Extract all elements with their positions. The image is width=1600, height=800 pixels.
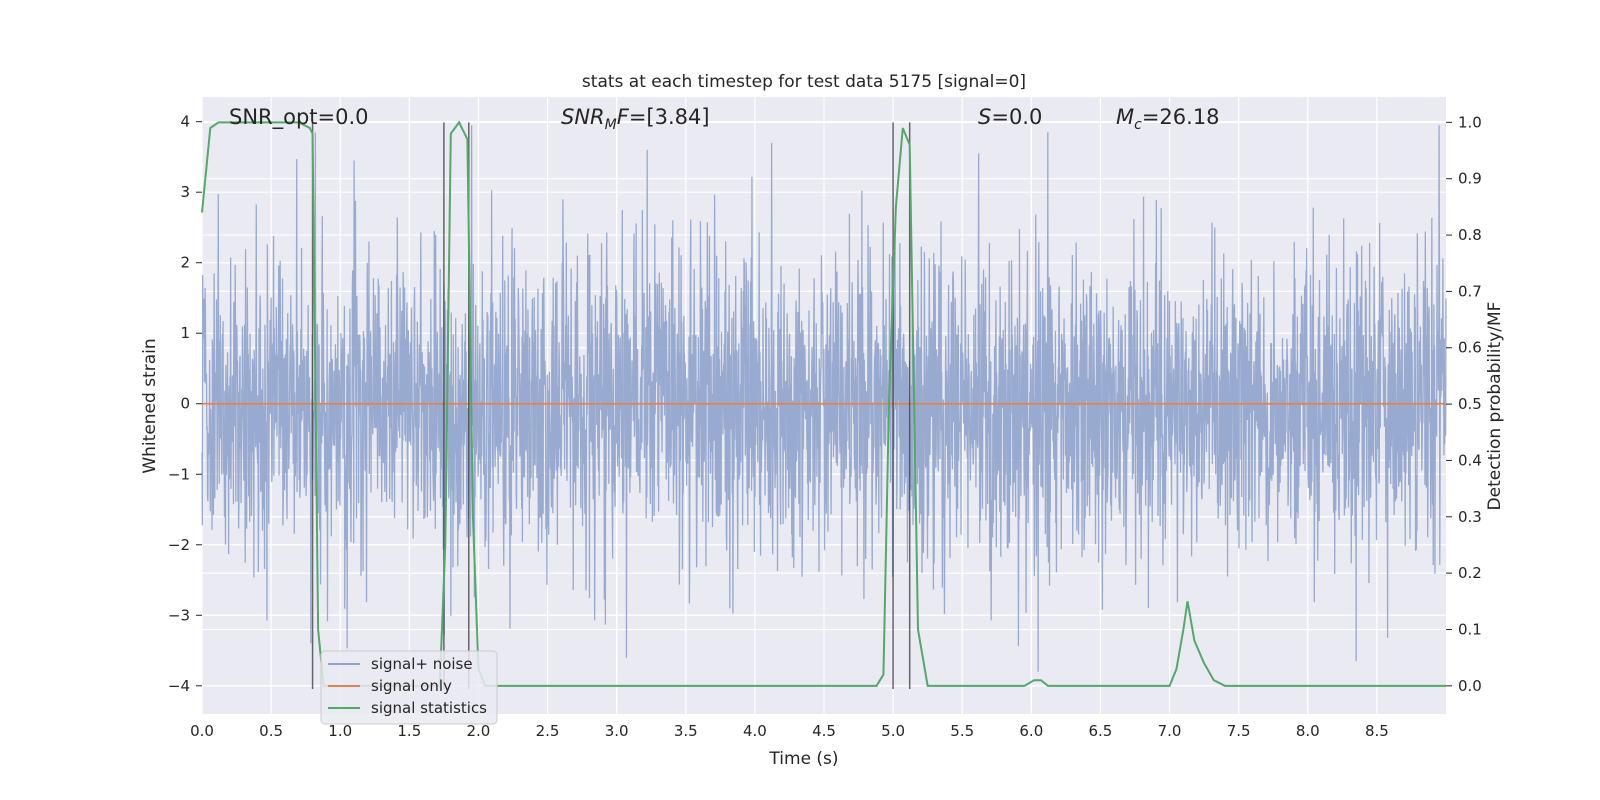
legend: signal+ noise signal only signal statist… — [320, 650, 498, 725]
chart-title: stats at each timestep for test data 517… — [582, 72, 1026, 92]
x-tick-label: 0.5 — [259, 722, 283, 740]
x-tick-label: 5.0 — [881, 722, 905, 740]
legend-box — [320, 650, 498, 725]
y2-tick-label: 0.5 — [1458, 395, 1482, 413]
x-tick-label: 3.5 — [674, 722, 698, 740]
x-tick-label: 8.5 — [1365, 722, 1389, 740]
legend-label-stats: signal statistics — [371, 699, 487, 717]
x-tick-label: 2.5 — [536, 722, 560, 740]
y2-ticks: 1.0 0.9 0.8 0.7 0.6 0.5 0.4 0.3 0.2 0.1 0.0 — [1446, 113, 1482, 695]
y2-tick-label: 0.6 — [1458, 339, 1482, 357]
noise-line — [201, 125, 1447, 672]
noise-series — [201, 125, 1447, 672]
x-tick-label: 0.0 — [190, 722, 214, 740]
x-tick-label: 7.5 — [1227, 722, 1251, 740]
x-tick-label: 8.0 — [1296, 722, 1320, 740]
y-tick-label: 4 — [180, 113, 190, 131]
annotation-s: S=0.0 — [978, 105, 1042, 129]
x-tick-label: 2.0 — [467, 722, 491, 740]
x-tick-label: 4.0 — [743, 722, 767, 740]
statistics-line — [201, 120, 1446, 687]
y2-tick-label: 0.4 — [1458, 451, 1482, 469]
y2-tick-label: 0.1 — [1458, 620, 1482, 638]
y2-tick-label: 0.9 — [1458, 170, 1482, 188]
y-tick-label: 0 — [180, 395, 190, 413]
legend-label-signal: signal only — [371, 677, 452, 695]
x-tick-label: 1.0 — [328, 722, 352, 740]
x-tick-label: 6.0 — [1019, 722, 1043, 740]
y-tick-label: −3 — [168, 606, 190, 624]
y-tick-label: −4 — [168, 677, 190, 695]
y2-tick-label: 0.8 — [1458, 226, 1482, 244]
annotation-snr-opt: SNR_opt=0.0 — [229, 105, 369, 130]
y2-tick-label: 0.7 — [1458, 282, 1482, 300]
x-tick-label: 5.5 — [950, 722, 974, 740]
y-axis-label: Whitened strain — [140, 338, 160, 473]
x-tick-label: 1.5 — [397, 722, 421, 740]
x-tick-label: 7.0 — [1158, 722, 1182, 740]
y-ticks: 4 3 2 1 0 −1 −2 −3 −4 — [168, 113, 202, 695]
y-tick-label: 1 — [180, 324, 190, 342]
x-ticks: 0.0 0.5 1.0 1.5 2.0 2.5 3.0 3.5 4.0 4.5 5.0 5.5 6.0 6… — [190, 722, 1389, 740]
y2-tick-label: 1.0 — [1458, 113, 1482, 131]
x-tick-label: 6.5 — [1089, 722, 1113, 740]
y-tick-label: 3 — [180, 183, 190, 201]
x-tick-label: 4.5 — [812, 722, 836, 740]
statistics-series — [201, 120, 1446, 687]
x-axis-label: Time (s) — [768, 749, 838, 769]
x-tick-label: 3.0 — [605, 722, 629, 740]
y-tick-label: 2 — [180, 254, 190, 272]
y2-tick-label: 0.3 — [1458, 508, 1482, 526]
y2-tick-label: 0.2 — [1458, 564, 1482, 582]
annotation-mc: Mc=26.18 — [1116, 105, 1220, 133]
y2-tick-label: 0.0 — [1458, 677, 1482, 695]
legend-label-noise: signal+ noise — [371, 655, 473, 673]
y2-axis-label: Detection probability/MF — [1485, 302, 1505, 511]
y-tick-label: −1 — [168, 465, 190, 483]
annotation-snr-mf: SNRMF=[3.84] — [561, 105, 710, 133]
y-tick-label: −2 — [168, 536, 190, 554]
